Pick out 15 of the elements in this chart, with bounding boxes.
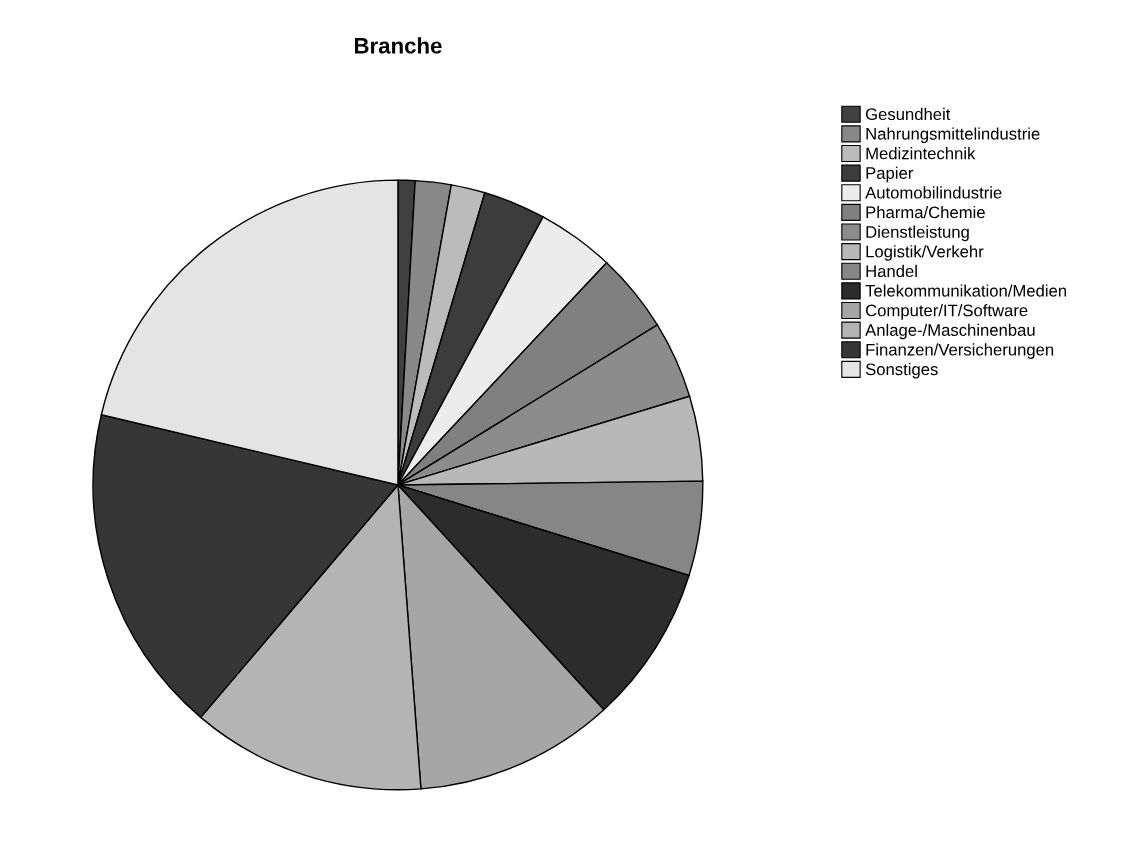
chart-title: Branche	[354, 37, 442, 54]
legend-label: Gesundheit	[865, 107, 951, 121]
legend-label: Medizintechnik	[866, 147, 976, 160]
legend-label: Pharma/Chemie	[866, 205, 985, 219]
legend-label: Nahrungsmittelindustrie	[866, 127, 1040, 144]
legend-label: Automobilindustrie	[865, 186, 1002, 199]
legend-label: Sonstiges	[865, 362, 938, 379]
legend-label: Anlage-/Maschinenbau	[865, 323, 1035, 340]
legend-label: Logistik/Verkehr	[866, 245, 984, 261]
legend-label: Handel	[866, 264, 917, 278]
legend-label: Papier	[866, 166, 914, 183]
legend-label: Finanzen/Versicherungen	[866, 343, 1054, 359]
legend-label: Computer/IT/Software	[865, 304, 1028, 320]
legend-label: Telekommunikation/Medien	[865, 284, 1067, 297]
legend-label: Dienstleistung	[866, 225, 969, 242]
